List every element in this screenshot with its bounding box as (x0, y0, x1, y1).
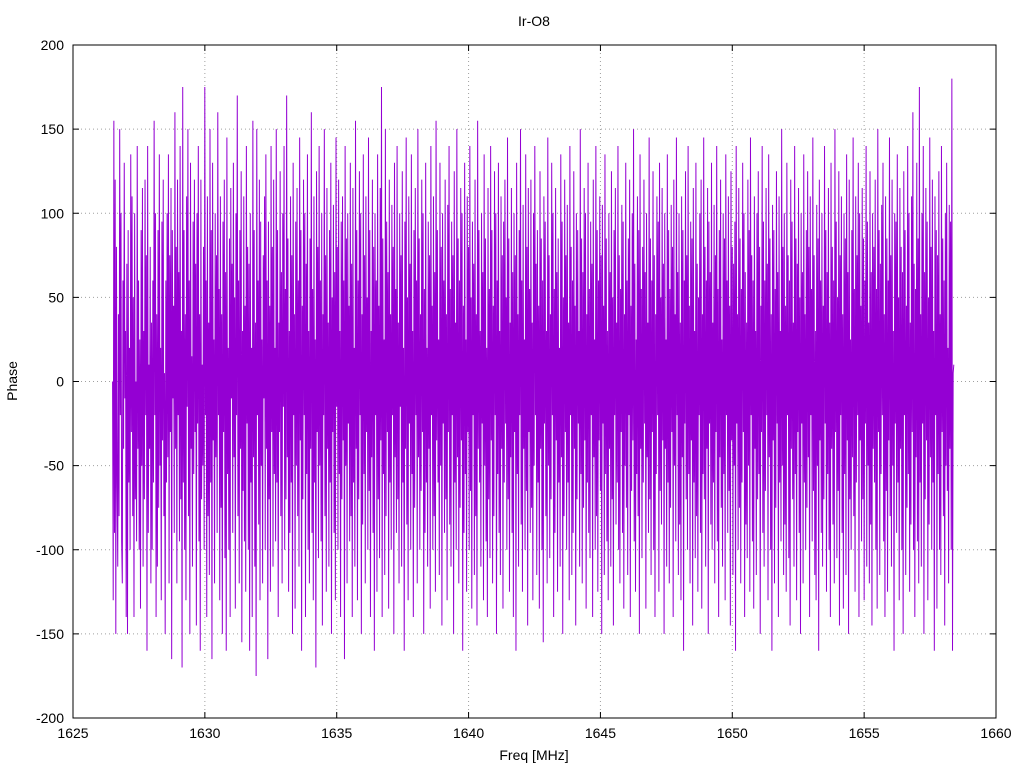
x-tick-label: 1650 (717, 725, 748, 741)
x-tick-label: 1645 (585, 725, 616, 741)
y-tick-label: -150 (36, 626, 64, 642)
y-tick-label: 200 (41, 37, 65, 53)
x-tick-label: 1640 (453, 725, 484, 741)
y-axis-title: Phase (4, 361, 20, 401)
x-tick-label: 1625 (57, 725, 88, 741)
y-tick-label: -100 (36, 542, 64, 558)
y-tick-label: 50 (48, 289, 64, 305)
x-tick-label: 1635 (321, 725, 352, 741)
y-tick-label: 100 (41, 205, 65, 221)
y-tick-label: -200 (36, 710, 64, 726)
chart-title: Ir-O8 (518, 13, 550, 29)
x-tick-label: 1655 (849, 725, 880, 741)
y-tick-label: 0 (56, 374, 64, 390)
series-line-group (112, 78, 955, 676)
axis-ticks: 1625 1630 1635 1640 1645 1650 1655 1660 -200 -150… (36, 37, 1012, 741)
series-line-0 (112, 78, 955, 676)
y-tick-label: -50 (44, 458, 64, 474)
x-tick-label: 1660 (980, 725, 1011, 741)
x-tick-label: 1630 (189, 725, 220, 741)
x-axis-title: Freq [MHz] (499, 747, 568, 763)
y-tick-label: 150 (41, 121, 65, 137)
